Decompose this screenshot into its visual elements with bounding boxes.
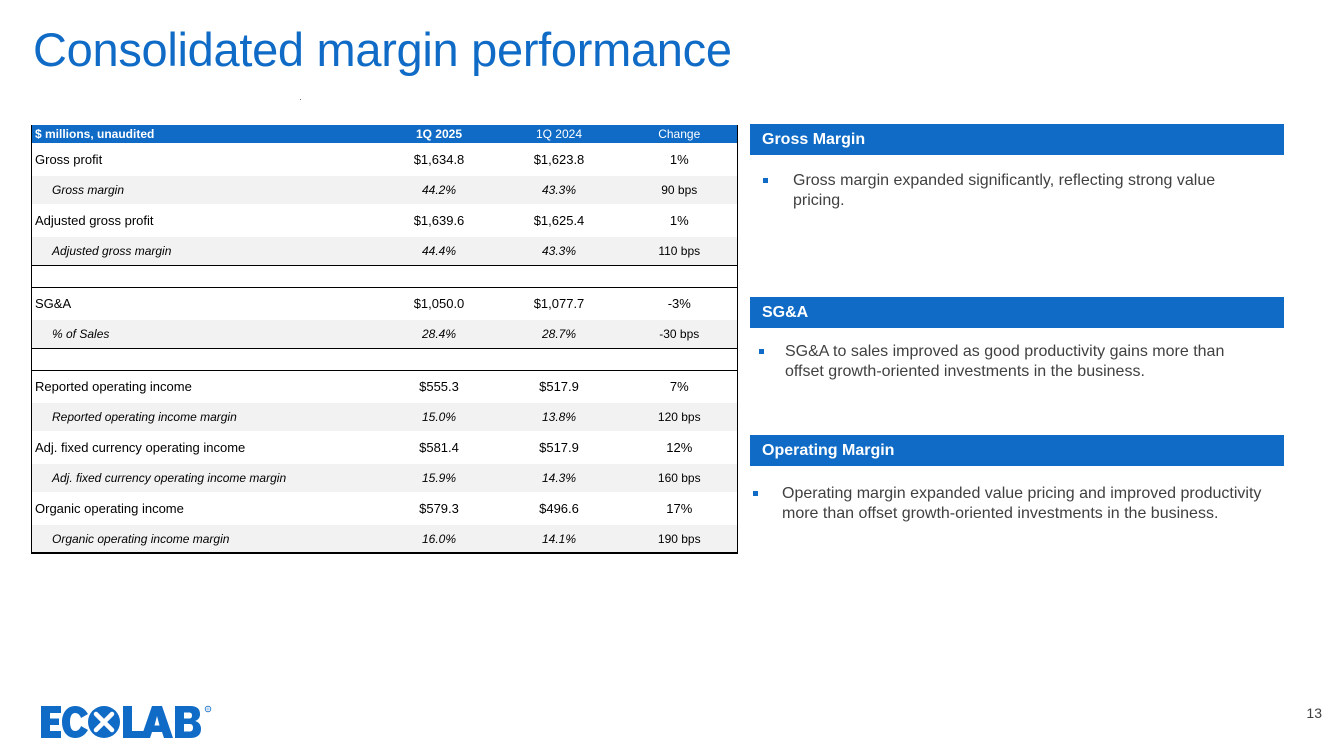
row-label: Reported operating income margin — [52, 410, 237, 424]
row-current: $1,634.8 — [413, 152, 465, 167]
row-change: 7% — [669, 379, 689, 395]
margin-table: $ millions, unaudited 1Q 2025 1Q 2024 Ch… — [31, 125, 738, 554]
row-change: 190 bps — [657, 531, 701, 546]
row-prior: 43.3% — [541, 243, 577, 258]
row-change: -30 bps — [659, 326, 700, 341]
row-current: $1,639.6 — [413, 213, 465, 228]
header-units: $ millions, unaudited — [35, 127, 155, 141]
row-change: 120 bps — [657, 410, 701, 424]
row-prior: $1,625.4 — [533, 213, 585, 228]
row-current: 28.4% — [421, 326, 457, 341]
row-prior: 28.7% — [541, 326, 577, 341]
table-row: Gross profit $1,634.8 $1,623.8 1% — [32, 143, 738, 176]
row-label: Adjusted gross margin — [52, 243, 172, 258]
row-change: 110 bps — [658, 243, 701, 258]
row-prior: 14.1% — [541, 531, 577, 546]
row-label: Adj. fixed currency operating income — [35, 440, 246, 455]
header-prior-quarter: 1Q 2024 — [535, 127, 583, 141]
table-spacer-row — [31, 264, 738, 288]
table-row: Adj. fixed currency operating income $58… — [32, 431, 738, 464]
table-row: Reported operating income margin 15.0% 1… — [31, 403, 738, 431]
row-change: 1% — [669, 213, 689, 228]
row-label: Adj. fixed currency operating income mar… — [52, 471, 287, 485]
section-heading-sga: SG&A — [750, 297, 1284, 328]
row-current: $1,050.0 — [413, 296, 465, 312]
table-row: Reported operating income $555.3 $517.9 … — [32, 370, 738, 403]
table-row: Organic operating income margin 16.0% 14… — [31, 525, 738, 553]
row-label: Gross profit — [35, 152, 103, 167]
section-heading-gross-margin: Gross Margin — [750, 124, 1284, 155]
header-current-quarter: 1Q 2025 — [415, 127, 463, 141]
bullet-text: SG&A to sales improved as good productiv… — [785, 343, 1225, 380]
row-label: % of Sales — [52, 326, 110, 341]
row-current: 15.0% — [421, 410, 457, 424]
row-change: 90 bps — [661, 183, 698, 197]
page-number: 13 — [1306, 705, 1322, 721]
row-label: Organic operating income margin — [52, 531, 230, 546]
stray-dot — [300, 99, 301, 100]
table-row: Adj. fixed currency operating income mar… — [31, 464, 738, 492]
bullet-marker — [753, 491, 758, 496]
row-change: -3% — [667, 296, 691, 312]
bullet-text: Gross margin expanded significantly, ref… — [793, 172, 1216, 209]
row-prior: $1,077.7 — [533, 296, 585, 312]
row-current: 16.0% — [421, 531, 457, 546]
table-row: Organic operating income $579.3 $496.6 1… — [32, 492, 738, 525]
row-change: 160 bps — [657, 471, 701, 485]
row-prior: $517.9 — [539, 379, 579, 395]
header-change: Change — [658, 127, 701, 141]
row-label: Organic operating income — [35, 501, 184, 516]
row-label: SG&A — [35, 296, 72, 312]
table-row: Adjusted gross margin 44.4% 43.3% 110 bp… — [31, 237, 738, 265]
bullet-gross-margin: Gross margin expanded significantly, ref… — [763, 171, 1253, 211]
row-current: $579.3 — [419, 501, 459, 516]
row-current: $555.3 — [419, 379, 459, 395]
row-prior: 43.3% — [541, 183, 577, 197]
row-change: 1% — [669, 152, 689, 167]
row-prior: $517.9 — [539, 440, 579, 455]
table-row: Gross margin 44.2% 43.3% 90 bps — [31, 176, 738, 204]
row-change: 17% — [666, 501, 693, 516]
row-label: Gross margin — [52, 183, 125, 197]
row-prior: $496.6 — [539, 501, 579, 516]
row-current: 44.4% — [421, 243, 457, 258]
bullet-text: Operating margin expanded value pricing … — [782, 485, 1262, 522]
row-prior: 13.8% — [541, 410, 577, 424]
row-label: Reported operating income — [35, 379, 192, 395]
row-prior: $1,623.8 — [533, 152, 585, 167]
page-title: Consolidated margin performance — [33, 23, 732, 76]
registered-mark: ® — [207, 707, 210, 712]
row-change: 12% — [666, 440, 693, 455]
table-header-row: $ millions, unaudited 1Q 2025 1Q 2024 Ch… — [31, 125, 738, 143]
row-prior: 14.3% — [541, 471, 577, 485]
row-current: 44.2% — [421, 183, 457, 197]
table-spacer-row — [31, 347, 738, 371]
bullet-marker — [763, 178, 768, 183]
ecolab-logo: ® — [41, 705, 212, 738]
table-row: % of Sales 28.4% 28.7% -30 bps — [31, 320, 738, 348]
bullet-marker — [759, 349, 764, 354]
table-row: Adjusted gross profit $1,639.6 $1,625.4 … — [32, 204, 738, 237]
row-current: $581.4 — [419, 440, 459, 455]
bullet-sga: SG&A to sales improved as good productiv… — [759, 342, 1259, 382]
table-row: SG&A $1,050.0 $1,077.7 -3% — [32, 287, 738, 320]
row-label: Adjusted gross profit — [35, 213, 154, 228]
section-heading-operating-margin: Operating Margin — [750, 435, 1284, 466]
row-current: 15.9% — [421, 471, 457, 485]
bullet-operating-margin: Operating margin expanded value pricing … — [753, 484, 1288, 524]
